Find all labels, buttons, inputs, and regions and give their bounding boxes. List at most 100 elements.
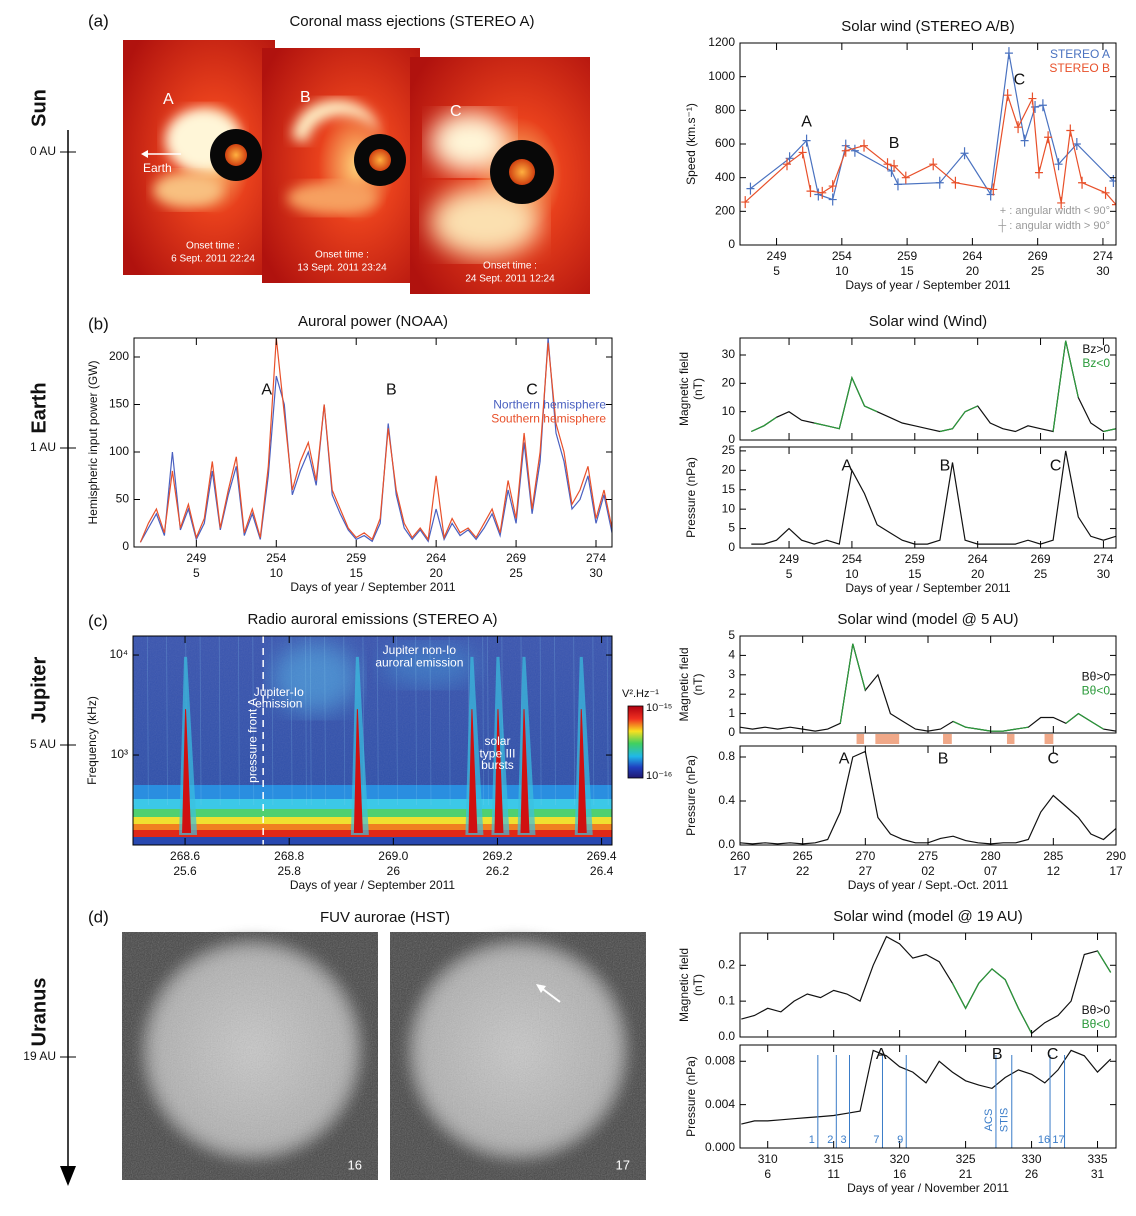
x-tick-label: 259 bbox=[897, 249, 917, 263]
x-date-label: 17 bbox=[733, 864, 747, 878]
legend-entry: Bz>0 bbox=[1082, 342, 1110, 356]
chart: Solar wind (STEREO A/B) 0 200 400 600 800 1000… bbox=[684, 18, 1117, 292]
note: + : angular width < 90° bbox=[1000, 205, 1110, 217]
point-marker bbox=[828, 180, 837, 193]
panel-label: (c) bbox=[88, 611, 108, 630]
point-marker bbox=[890, 159, 899, 172]
highlight-period bbox=[1006, 734, 1015, 744]
annotation: B bbox=[938, 750, 949, 767]
x-tick-label: 315 bbox=[824, 1152, 844, 1166]
observation-label: 16 bbox=[1038, 1134, 1050, 1146]
y-tick-label: 50 bbox=[116, 492, 130, 506]
faint-streak bbox=[218, 636, 221, 806]
faint-streak bbox=[396, 636, 398, 806]
point-marker bbox=[1028, 92, 1037, 105]
y-tick-label: 1000 bbox=[708, 69, 735, 83]
point-marker bbox=[746, 182, 755, 195]
chart-title: Auroral power (NOAA) bbox=[298, 313, 448, 330]
image-noise bbox=[390, 932, 646, 1180]
plot-frame bbox=[739, 337, 1117, 441]
x-date-label: 30 bbox=[589, 566, 603, 580]
point-marker bbox=[1112, 198, 1116, 211]
y-tick-label: 0 bbox=[122, 539, 129, 553]
annotation: A bbox=[839, 750, 850, 767]
body-label: Sun bbox=[28, 89, 50, 127]
point-marker bbox=[798, 146, 807, 159]
x-date-label: 27 bbox=[859, 864, 873, 878]
chart-title: Solar wind (Wind) bbox=[869, 313, 987, 330]
x-date-label: 5 bbox=[786, 567, 793, 581]
y-tick-label: 5 bbox=[728, 628, 735, 642]
x-date-label: 25 bbox=[509, 566, 523, 580]
faint-streak bbox=[415, 636, 418, 806]
chart: 0.0000.0040.0083106315113201632521330263… bbox=[684, 1044, 1117, 1195]
series-line bbox=[751, 450, 1116, 545]
observation-label: 3 bbox=[840, 1134, 846, 1146]
highlight-period bbox=[875, 734, 900, 744]
x-tick-label: 290 bbox=[1106, 849, 1126, 863]
y-tick-label: 4 bbox=[728, 648, 735, 662]
note: ┼ : angular width > 90° bbox=[997, 218, 1110, 233]
x-tick-label: 254 bbox=[832, 249, 852, 263]
cme-cloud bbox=[287, 182, 377, 214]
axis-arrow bbox=[60, 1166, 76, 1186]
cme-image: A Earth Onset time : 6 Sept. 2011 22:24 bbox=[123, 40, 275, 275]
panel-title: FUV aurorae (HST) bbox=[320, 909, 450, 926]
panel-label: (a) bbox=[88, 11, 109, 30]
y-tick-label: 20 bbox=[722, 462, 736, 476]
cme-cloud bbox=[430, 112, 510, 172]
onset-label: Onset time : bbox=[315, 250, 369, 261]
chart: 0.00.40.82601726522270272750228007285122… bbox=[684, 745, 1126, 892]
faint-streak bbox=[606, 636, 609, 806]
plot-frame bbox=[739, 1044, 1117, 1149]
x-date-label: 26 bbox=[1025, 1167, 1039, 1181]
y-tick-label: 25 bbox=[722, 443, 736, 457]
x-date-label: 07 bbox=[984, 864, 998, 878]
chart: Auroral power (NOAA)05010015020024952541… bbox=[86, 313, 613, 594]
series-line bbox=[139, 338, 612, 543]
x-date-label: 10 bbox=[270, 566, 284, 580]
x-date-label: 02 bbox=[921, 864, 935, 878]
x-tick-label: 268.8 bbox=[274, 849, 304, 863]
earth-arrow-head bbox=[141, 150, 148, 158]
plot-area bbox=[741, 47, 1116, 211]
legend-entry: STEREO A bbox=[1050, 47, 1110, 61]
legend-entry: Bz<0 bbox=[1082, 356, 1110, 370]
y-axis-label: Pressure (nPa) bbox=[684, 1056, 698, 1137]
point-marker bbox=[818, 186, 827, 199]
faint-streak bbox=[343, 636, 346, 806]
annotation: C bbox=[526, 381, 538, 398]
x-date-label: 5 bbox=[193, 566, 200, 580]
y-tick-label: 0.8 bbox=[718, 749, 735, 763]
x-tick-label: 259 bbox=[346, 551, 366, 565]
x-date-label: 5 bbox=[773, 264, 780, 278]
legend-entry: Southern hemisphere bbox=[491, 412, 606, 426]
x-axis-label: Days of year / September 2011 bbox=[845, 278, 1011, 292]
x-tick-label: 249 bbox=[779, 552, 799, 566]
chart: Solar wind (model @ 5 AU) 0 1 2 3 4 5 Magnetic … bbox=[677, 611, 1117, 744]
plot-frame bbox=[132, 635, 613, 846]
annotation: A bbox=[261, 381, 272, 398]
chart: Solar wind (Wind) 0 10 20 30 Magnetic field (n… bbox=[677, 313, 1117, 446]
point-marker bbox=[951, 176, 960, 189]
plot-area bbox=[741, 935, 1112, 1035]
y-tick-label: 100 bbox=[109, 444, 129, 458]
y-axis-label: Magnetic field bbox=[677, 948, 691, 1022]
point-marker bbox=[1014, 121, 1023, 134]
observation-label: STIS bbox=[999, 1108, 1011, 1132]
point-marker bbox=[828, 193, 837, 206]
chart-title: Solar wind (model @ 19 AU) bbox=[833, 908, 1022, 925]
distance-axis: 0 AU 1 AU 5 AU 19 AU Sun Earth Jupiter U… bbox=[23, 89, 76, 1186]
faint-streak bbox=[376, 636, 379, 806]
y-tick-label: 200 bbox=[109, 349, 129, 363]
y-tick-label: 800 bbox=[715, 103, 735, 117]
x-tick-label: 264 bbox=[426, 551, 446, 565]
point-marker bbox=[783, 158, 791, 171]
colorbar bbox=[627, 705, 644, 779]
distance-label: 1 AU bbox=[30, 440, 56, 454]
series-line bbox=[740, 643, 1116, 732]
faint-streak bbox=[305, 636, 307, 806]
annotation: Jupiter non-Io bbox=[383, 643, 457, 657]
point-marker bbox=[929, 158, 938, 171]
x-tick-label: 274 bbox=[586, 551, 606, 565]
